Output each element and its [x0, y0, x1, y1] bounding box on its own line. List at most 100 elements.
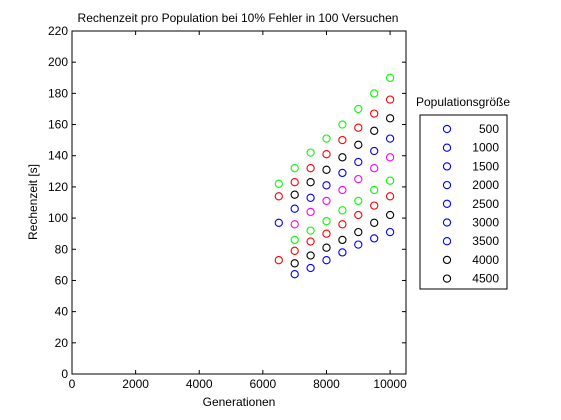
y-tick-label: 160 [48, 118, 68, 132]
data-point [385, 134, 395, 143]
x-axis-label: Generationen [203, 395, 276, 409]
data-point [354, 140, 363, 149]
y-tick-label: 80 [55, 242, 69, 256]
data-point [354, 240, 363, 249]
data-point [290, 164, 299, 173]
data-point [385, 192, 395, 201]
data-point [370, 109, 379, 118]
legend-marker [442, 255, 452, 265]
data-point [306, 237, 315, 246]
data-point [385, 210, 395, 220]
data-point [338, 185, 347, 195]
data-point [306, 193, 315, 202]
y-tick-label: 140 [48, 149, 68, 163]
legend-label: 2000 [472, 178, 499, 192]
legend-label: 1000 [472, 141, 499, 155]
data-point [385, 73, 395, 82]
data-point [290, 204, 299, 213]
data-point [354, 210, 363, 220]
data-point [290, 235, 299, 245]
legend-marker [442, 180, 452, 190]
data-point [322, 229, 331, 238]
data-point [338, 235, 347, 245]
legend-marker [442, 162, 452, 171]
data-point [385, 153, 395, 162]
x-tick-label: 0 [69, 377, 76, 391]
data-point [306, 148, 315, 157]
legend-marker [442, 218, 452, 227]
data-points [274, 73, 395, 279]
data-point [322, 217, 331, 226]
data-point [354, 123, 363, 132]
data-point [290, 246, 299, 255]
y-tick-label: 60 [55, 273, 69, 287]
data-point [322, 165, 331, 174]
y-tick-label: 200 [48, 55, 68, 69]
data-point [370, 126, 379, 135]
data-point [338, 135, 347, 145]
x-tick-label: 6000 [250, 377, 277, 391]
y-tick-label: 20 [55, 336, 69, 350]
legend-title: Populationsgröße [416, 95, 510, 109]
data-point [338, 206, 347, 215]
y-tick-label: 100 [48, 211, 68, 225]
data-point [370, 185, 379, 195]
data-point [385, 227, 395, 237]
data-point [306, 226, 315, 235]
data-point [385, 176, 395, 185]
x-tick-label: 4000 [186, 377, 213, 391]
data-point [290, 220, 299, 229]
y-tick-label: 0 [61, 367, 68, 381]
data-point [354, 196, 363, 206]
data-point [370, 201, 379, 210]
data-point [306, 263, 315, 273]
legend-marker [442, 274, 452, 283]
chart-title: Rechenzeit pro Population bei 10% Fehler… [78, 11, 399, 25]
data-point [354, 227, 363, 237]
legend-marker [442, 237, 452, 246]
data-point [370, 218, 379, 227]
legend-marker [442, 199, 452, 208]
data-point [354, 157, 363, 167]
data-point [306, 178, 315, 187]
data-point [370, 146, 379, 156]
data-point [354, 174, 363, 184]
x-tick-label: 8000 [313, 377, 340, 391]
data-point [306, 164, 315, 173]
data-point [306, 251, 315, 260]
legend-marker [442, 124, 452, 134]
y-tick-label: 40 [55, 305, 69, 319]
x-tick-label: 2000 [122, 377, 149, 391]
data-point [290, 190, 299, 199]
legend-label: 1500 [472, 159, 499, 173]
data-point [338, 120, 347, 129]
data-point [385, 95, 395, 104]
data-point [322, 134, 331, 143]
data-point [370, 164, 379, 173]
legend-label: 3000 [472, 216, 499, 230]
y-tick-label: 120 [48, 180, 68, 194]
y-tick-label: 220 [48, 24, 68, 38]
data-point [370, 234, 379, 243]
legend-label: 4500 [472, 272, 499, 286]
legend [419, 114, 508, 290]
data-point [322, 256, 331, 265]
data-point [338, 168, 347, 178]
data-point [322, 243, 331, 252]
data-point [338, 220, 347, 229]
data-point [322, 181, 331, 190]
data-point [290, 270, 299, 279]
legend-label: 500 [479, 122, 499, 136]
data-point [306, 207, 315, 217]
data-point [274, 256, 283, 265]
plot-area [71, 30, 407, 375]
legend-marker [442, 143, 452, 152]
legend-label: 4000 [472, 253, 499, 267]
y-tick-label: 180 [48, 86, 68, 100]
y-axis-label: Rechenzeit [s] [26, 164, 40, 240]
data-point [385, 114, 395, 123]
data-point [322, 150, 331, 159]
data-point [274, 218, 283, 227]
data-point [370, 89, 379, 98]
